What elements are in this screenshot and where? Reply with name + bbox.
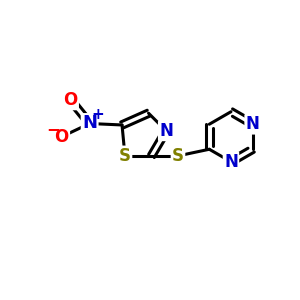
Text: N: N [159, 122, 173, 140]
Text: N: N [224, 153, 238, 171]
Text: N: N [82, 115, 97, 133]
Text: S: S [119, 147, 131, 165]
Text: O: O [55, 128, 69, 146]
Text: −: − [46, 120, 60, 138]
Text: O: O [63, 91, 78, 109]
Text: N: N [246, 115, 260, 133]
Text: S: S [172, 147, 184, 165]
Text: +: + [92, 107, 104, 122]
